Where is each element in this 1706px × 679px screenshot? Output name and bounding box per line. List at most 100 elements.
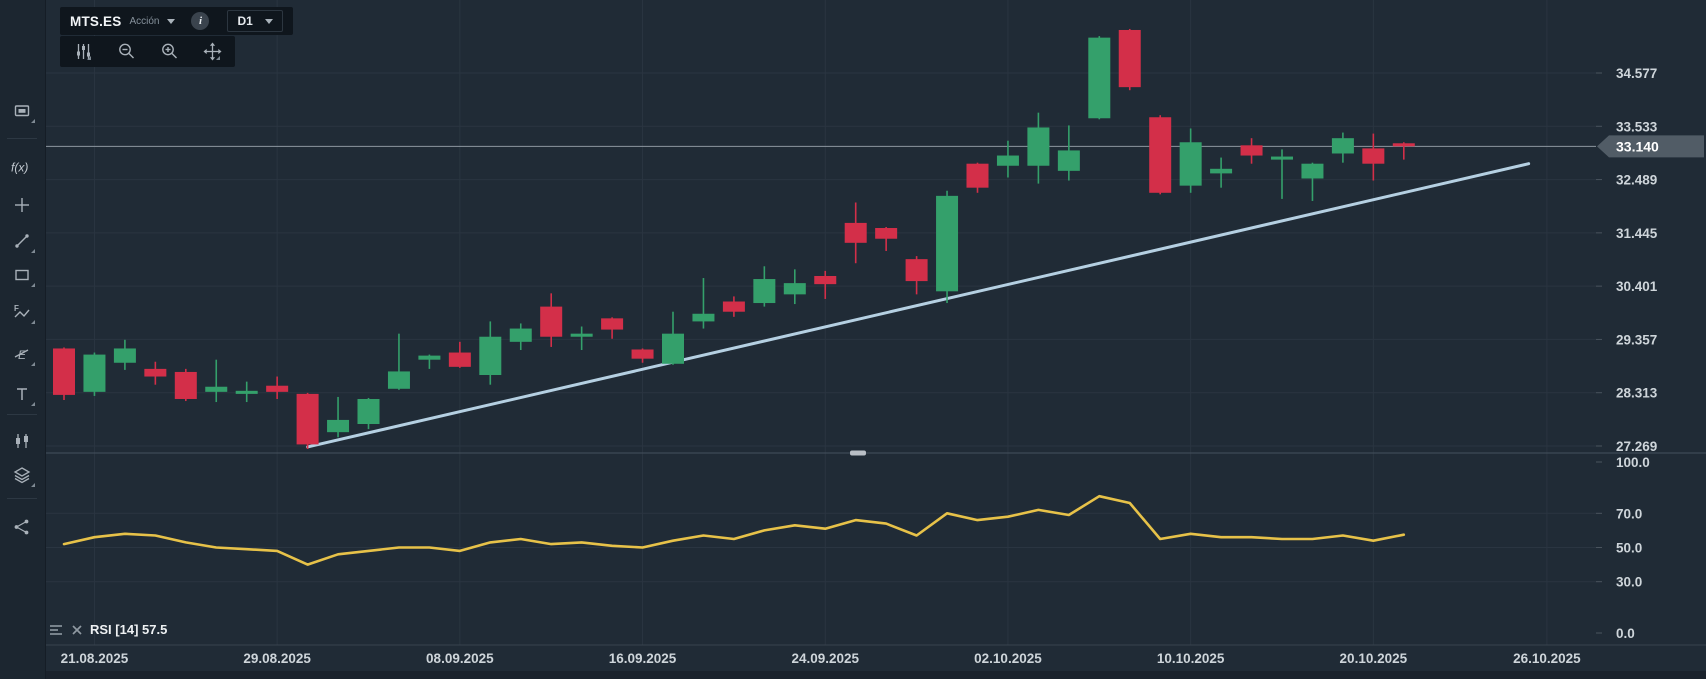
share-icon[interactable] (4, 510, 40, 544)
chart-toolbar (60, 36, 235, 67)
svg-text:f(x): f(x) (11, 161, 28, 175)
svg-text:21.08.2025: 21.08.2025 (61, 651, 129, 666)
candle-body (53, 348, 75, 395)
candle-body (1027, 127, 1050, 166)
candle-body (936, 195, 959, 292)
pan-icon[interactable] (199, 39, 225, 65)
candle-body (479, 336, 502, 376)
compare-candles-icon[interactable] (4, 424, 40, 458)
svg-text:E: E (18, 348, 27, 362)
rsi-indicator-label: RSI [14] 57.5 (90, 622, 168, 637)
fx-indicator-icon[interactable]: f(x) (4, 150, 40, 184)
candle-body (601, 318, 624, 330)
instrument-type-label: Acción (129, 16, 160, 27)
svg-text:02.10.2025: 02.10.2025 (974, 651, 1042, 666)
candle-body (174, 371, 197, 399)
sidebar-divider (7, 414, 37, 415)
zoom-out-icon[interactable] (113, 39, 139, 65)
candle-body (1240, 145, 1263, 156)
current-price-badge: 33.140 (1597, 135, 1704, 158)
candle-body (875, 228, 898, 239)
indicator-settings-icon[interactable] (70, 39, 96, 65)
symbol-panel: MTS.ES Acción i D1 (60, 7, 293, 35)
candles (53, 28, 1415, 450)
rectangle-tool-icon[interactable] (4, 258, 40, 292)
grid (45, 0, 1596, 645)
candle-body (327, 419, 350, 433)
svg-text:28.313: 28.313 (1616, 386, 1658, 401)
trend-line[interactable] (306, 162, 1531, 449)
close-icon[interactable] (69, 622, 84, 637)
panel-icon[interactable] (4, 94, 40, 128)
svg-text:20.10.2025: 20.10.2025 (1340, 651, 1408, 666)
candle-body (418, 355, 441, 360)
candle-body (83, 354, 106, 392)
candle-body (387, 371, 410, 389)
timeframe-selector[interactable]: D1 (227, 10, 283, 32)
candle-body (357, 398, 380, 425)
svg-text:29.08.2025: 29.08.2025 (243, 651, 311, 666)
svg-text:31.445: 31.445 (1616, 226, 1658, 241)
svg-text:33.140: 33.140 (1616, 138, 1659, 154)
svg-text:27.269: 27.269 (1616, 439, 1657, 454)
svg-text:100.0: 100.0 (1616, 455, 1650, 470)
zoom-in-icon[interactable] (156, 39, 182, 65)
rsi-line (62, 494, 1406, 566)
pane-resize-grip[interactable] (850, 450, 866, 456)
elliott-wave-icon[interactable]: E (4, 337, 40, 371)
candle-body (296, 393, 319, 445)
pane-separator (45, 450, 1706, 456)
price-axis[interactable]: 34.577 33.533 32.489 31.445 30.401 29.357 28.3… (1596, 66, 1658, 454)
candle-body (1301, 163, 1324, 179)
tool-sidebar: f(x) F E (0, 0, 46, 679)
sidebar-divider (7, 138, 37, 139)
candle-body (996, 155, 1019, 166)
candle-body (662, 333, 684, 364)
candle-body (448, 352, 471, 367)
crosshair-icon[interactable] (4, 188, 40, 222)
svg-text:32.489: 32.489 (1616, 173, 1657, 188)
svg-text:0.0: 0.0 (1616, 626, 1635, 641)
svg-text:F: F (14, 304, 19, 313)
candle-body (1331, 138, 1354, 154)
svg-text:26.10.2025: 26.10.2025 (1513, 651, 1581, 666)
candle-body (783, 283, 806, 295)
settings-icon[interactable] (48, 622, 63, 637)
candle-body (1118, 29, 1141, 88)
candle-body (814, 275, 837, 285)
svg-text:24.09.2025: 24.09.2025 (791, 651, 859, 666)
info-icon[interactable]: i (191, 12, 210, 30)
candle-body (1088, 37, 1111, 119)
candle-body (1179, 142, 1202, 186)
candle-body (113, 348, 136, 363)
svg-text:70.0: 70.0 (1616, 506, 1642, 521)
candle-body (1149, 117, 1172, 193)
date-axis[interactable]: 21.08.2025 29.08.2025 08.09.2025 16.09.2025… (61, 651, 1582, 666)
candle-body (235, 390, 258, 394)
candle-body (205, 386, 228, 392)
candle-body (509, 328, 532, 342)
layers-icon[interactable] (4, 458, 40, 492)
candle-body (753, 279, 776, 304)
svg-text:50.0: 50.0 (1616, 541, 1642, 556)
text-tool-icon[interactable] (4, 377, 40, 411)
svg-text:34.577: 34.577 (1616, 66, 1657, 81)
svg-text:10.10.2025: 10.10.2025 (1157, 651, 1225, 666)
svg-text:29.357: 29.357 (1616, 332, 1657, 347)
trendline-tool-icon[interactable] (4, 224, 40, 258)
candle-body (631, 349, 654, 359)
symbol-name[interactable]: MTS.ES (70, 13, 122, 29)
candle-body (1392, 143, 1415, 147)
candle-body (1210, 168, 1233, 174)
chevron-down-icon[interactable] (167, 18, 176, 24)
rsi-axis[interactable]: 100.0 70.0 50.0 30.0 0.0 (1596, 455, 1650, 641)
candle-body (844, 222, 867, 243)
candle-body (966, 163, 989, 188)
svg-text:16.09.2025: 16.09.2025 (609, 651, 677, 666)
rsi-legend: RSI [14] 57.5 (48, 622, 167, 637)
timeframe-label: D1 (237, 14, 253, 28)
pattern-tool-icon[interactable]: F (4, 295, 40, 329)
candle-body (692, 313, 715, 322)
